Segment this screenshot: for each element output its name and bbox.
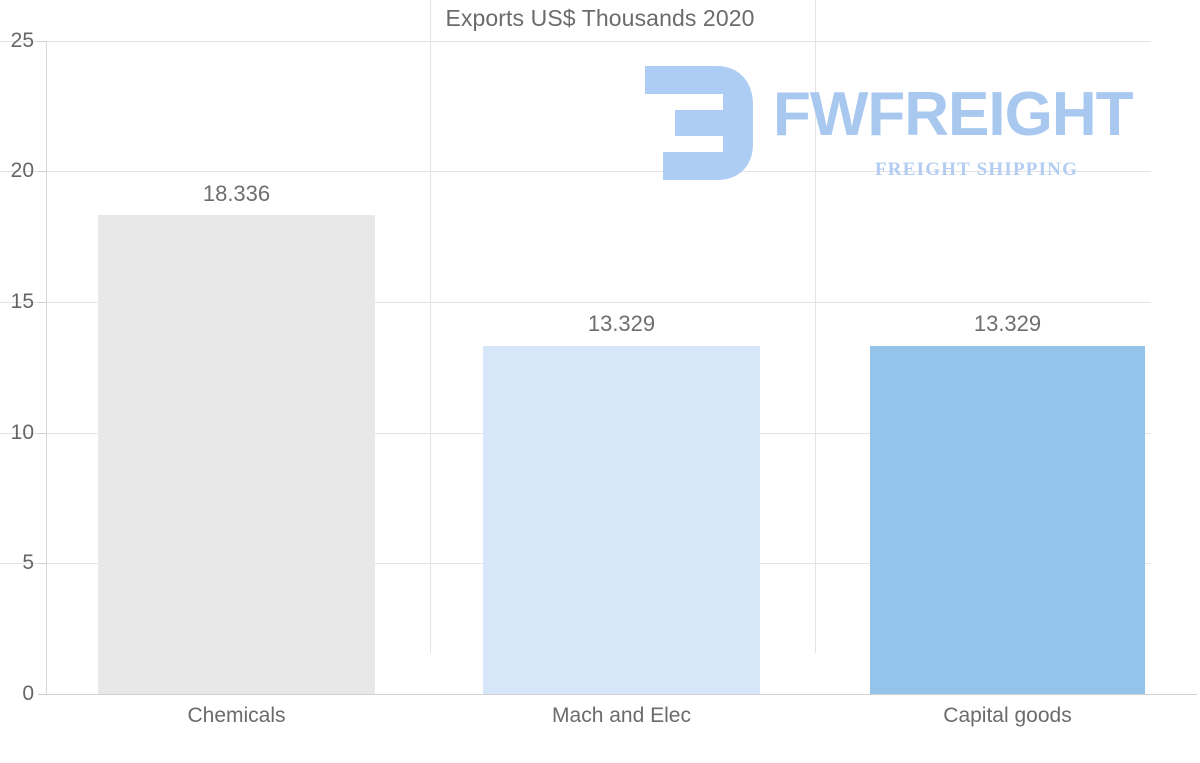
y-tick-label-5: 5	[22, 551, 34, 574]
gridline-x-1	[430, 0, 431, 653]
bar-capital-goods[interactable]	[870, 346, 1145, 694]
plot-area	[46, 41, 1197, 694]
x-tick-label-chemicals: Chemicals	[187, 704, 286, 727]
gridline-y-25	[0, 41, 1151, 42]
y-axis-line	[46, 41, 47, 694]
gridline-x-2	[815, 0, 816, 653]
y-tick-label-20: 20	[10, 159, 34, 182]
bar-value-label-chemicals: 18.336	[202, 181, 271, 206]
y-tick-mark-0	[38, 694, 46, 695]
y-tick-mark-25	[38, 41, 46, 42]
y-tick-label-0: 0	[22, 682, 34, 705]
bar-value-label-mach-and-elec: 13.329	[587, 311, 656, 336]
y-tick-mark-20	[38, 171, 46, 172]
bar-value-label-capital-goods: 13.329	[973, 311, 1042, 336]
y-tick-label-10: 10	[10, 421, 34, 444]
gridline-y-20	[0, 171, 1151, 172]
y-tick-mark-5	[38, 563, 46, 564]
x-tick-label-mach-and-elec: Mach and Elec	[552, 704, 691, 727]
y-tick-label-25: 25	[10, 29, 34, 52]
gridline-y-15	[0, 302, 1151, 303]
y-tick-mark-10	[38, 433, 46, 434]
y-tick-label-15: 15	[10, 290, 34, 313]
bar-chemicals[interactable]	[98, 215, 375, 694]
x-tick-label-capital-goods: Capital goods	[943, 704, 1072, 727]
bar-mach-and-elec[interactable]	[483, 346, 760, 694]
chart-title: Exports US$ Thousands 2020	[445, 5, 755, 31]
y-tick-mark-15	[38, 302, 46, 303]
x-axis-line	[46, 694, 1197, 695]
